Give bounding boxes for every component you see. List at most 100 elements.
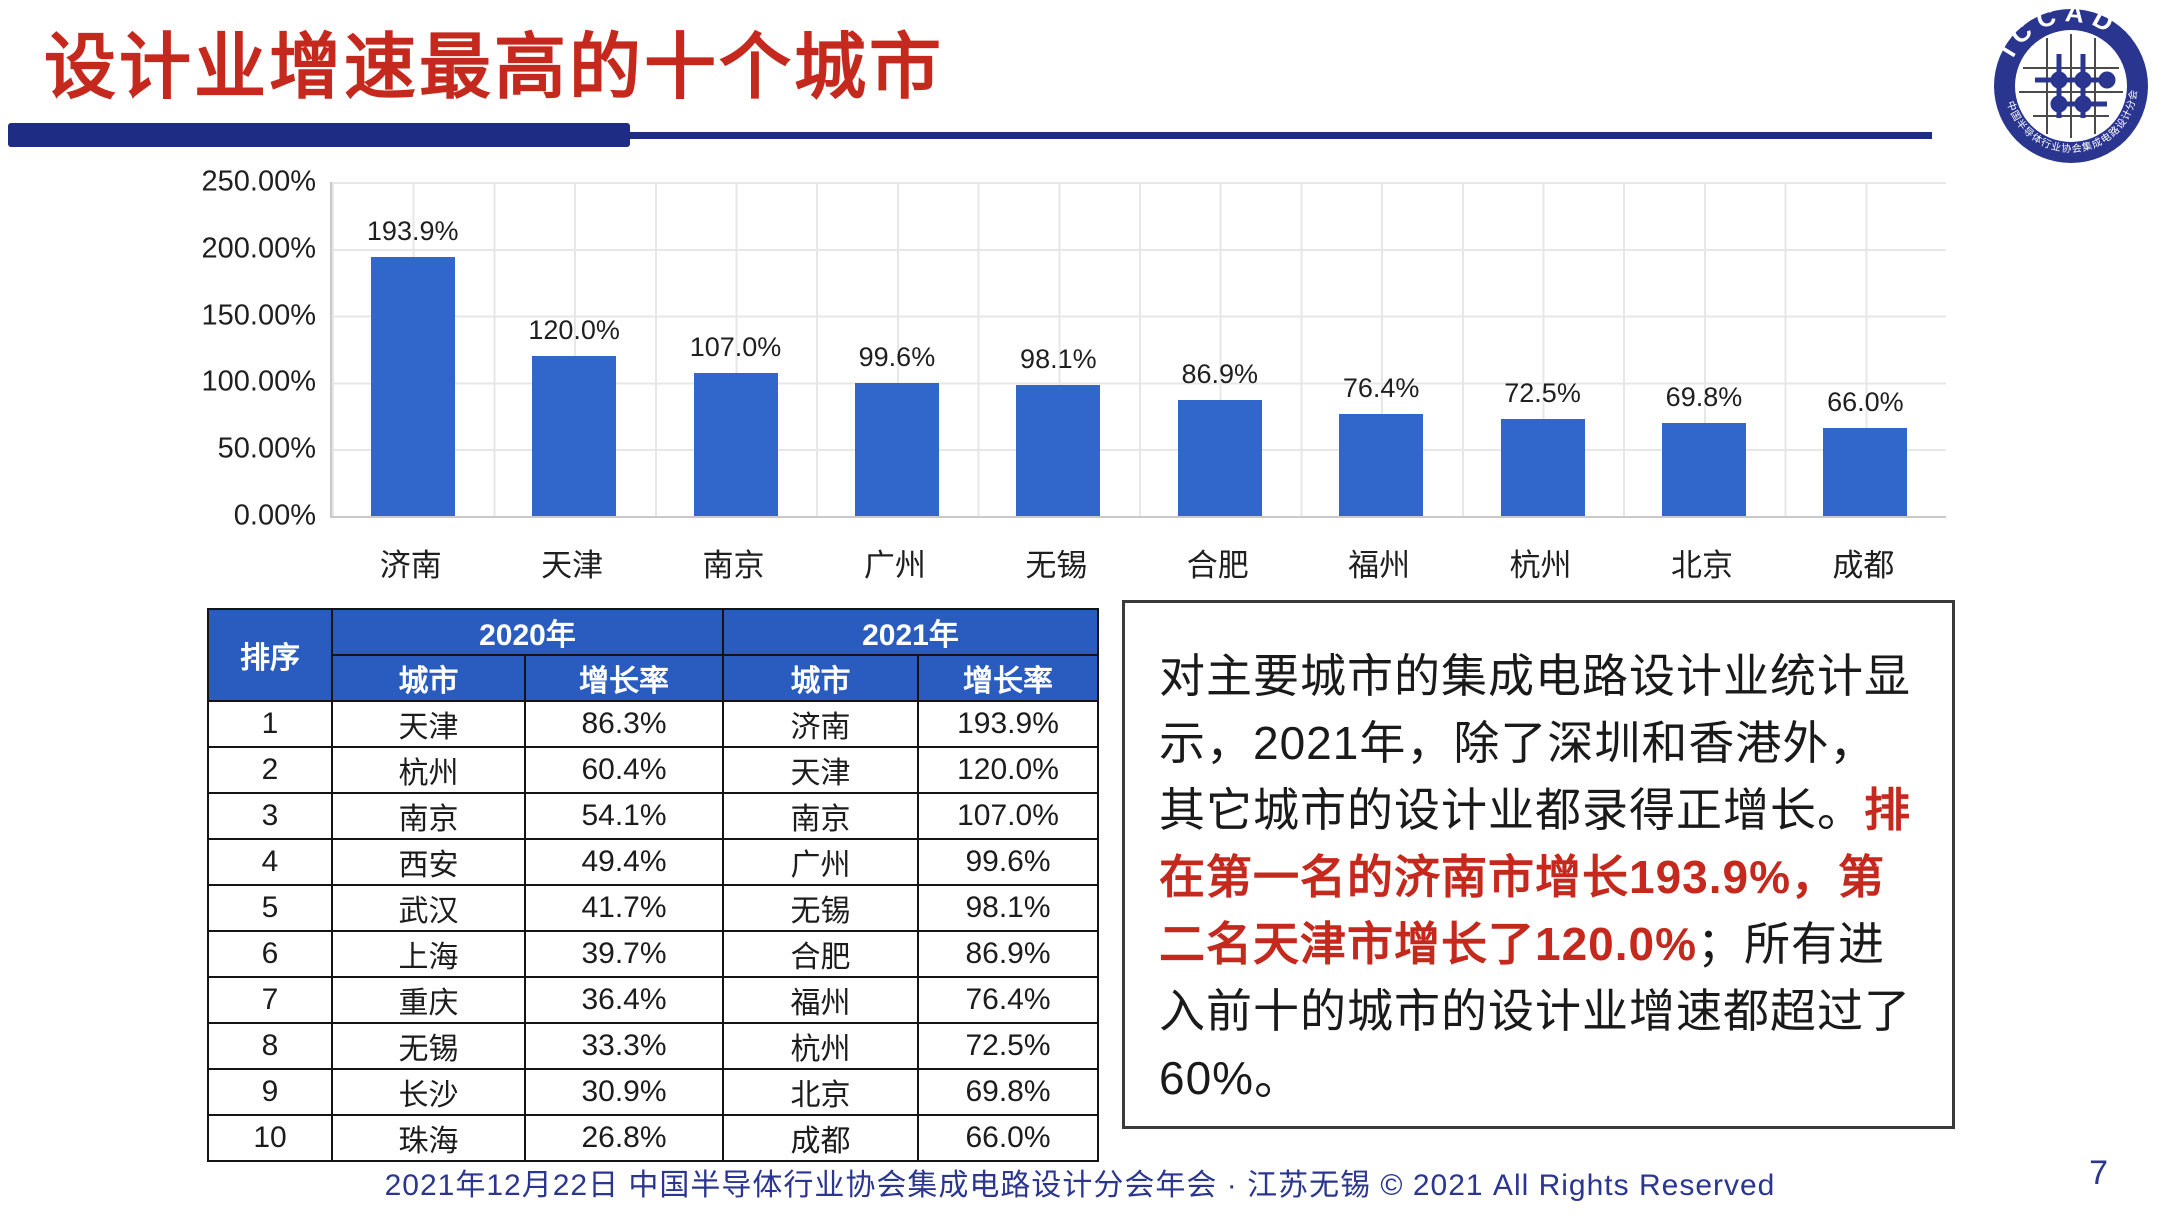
rank-cell: 3 — [207, 792, 333, 840]
city-2020-cell: 西安 — [331, 838, 526, 886]
bar-济南 — [370, 256, 455, 516]
growth-bar-chart: 193.9% 120.0% 107.0% 99.6% 98.1% 86.9% 76.4% 72… — [330, 182, 1946, 518]
rate-2021-cell: 193.9% — [917, 700, 1099, 748]
rate-2020-cell: 60.4% — [524, 746, 724, 794]
y-axis-tick: 150.00% — [201, 299, 317, 332]
city-2020-cell: 无锡 — [331, 1022, 526, 1070]
bar-column: 193.9% — [332, 182, 493, 516]
bar-column: 66.0% — [1785, 182, 1946, 516]
rate-2020-cell: 36.4% — [524, 976, 724, 1024]
rank-cell: 5 — [207, 884, 333, 932]
table-header-rank: 排序 — [207, 608, 333, 702]
x-axis-label: 广州 — [863, 548, 926, 583]
summary-body-text: ；所有进入前十的城市的设计业增速都超过了60%。 — [1159, 918, 1911, 1104]
rate-2021-cell: 72.5% — [917, 1022, 1099, 1070]
table-row: 4 西安 49.4% 广州 99.6% — [207, 838, 1099, 886]
bar-福州 — [1339, 413, 1424, 516]
title-underline-rule — [626, 132, 1932, 139]
bar-天津 — [532, 355, 617, 516]
bar-value-label: 72.5% — [1504, 378, 1581, 409]
chart-y-axis: 0.00% 50.00% 100.00% 150.00% 200.00% 250.00% — [120, 166, 317, 532]
x-axis-label: 福州 — [1348, 548, 1411, 583]
summary-textbox: 对主要城市的集成电路设计业统计显示，2021年，除了深圳和香港外，其它城市的设计… — [1122, 600, 1955, 1129]
city-2021-cell: 成都 — [722, 1114, 919, 1162]
rate-2021-cell: 107.0% — [917, 792, 1099, 840]
rate-2020-cell: 26.8% — [524, 1114, 724, 1162]
bar-value-label: 86.9% — [1181, 358, 1259, 389]
ranking-table: 排序 2020年 2021年 城市 增长率 城市 增长率 1 天津 86.3% 济南 1… — [207, 608, 1099, 1162]
rank-cell: 9 — [207, 1068, 333, 1116]
bar-value-label: 107.0% — [689, 332, 782, 363]
x-axis-label: 北京 — [1670, 548, 1733, 583]
bar-成都 — [1823, 427, 1908, 516]
page-title: 设计业增速最高的十个城市 — [44, 28, 945, 108]
table-header-city-2020: 城市 — [331, 654, 526, 702]
bar-column: 76.4% — [1300, 182, 1461, 516]
rate-2021-cell: 76.4% — [917, 976, 1099, 1024]
bar-南京 — [693, 373, 778, 516]
table-row: 7 重庆 36.4% 福州 76.4% — [207, 976, 1099, 1024]
table-header-city-2021: 城市 — [722, 654, 919, 702]
bar-value-label: 193.9% — [366, 215, 459, 246]
bar-value-label: 120.0% — [528, 314, 620, 345]
rate-2021-cell: 98.1% — [917, 884, 1099, 932]
bar-column: 86.9% — [1139, 182, 1300, 516]
x-axis-label: 杭州 — [1509, 548, 1572, 583]
rate-2020-cell: 30.9% — [524, 1068, 724, 1116]
table-header-2021: 2021年 — [722, 608, 1099, 656]
city-2021-cell: 广州 — [722, 838, 919, 886]
rate-2020-cell: 86.3% — [524, 700, 724, 748]
bar-column: 107.0% — [655, 182, 816, 516]
y-axis-tick: 50.00% — [217, 432, 316, 465]
x-axis-label: 合肥 — [1186, 548, 1249, 583]
x-axis-label: 无锡 — [1025, 548, 1088, 583]
city-2021-cell: 济南 — [722, 700, 919, 748]
rate-2020-cell: 41.7% — [524, 884, 724, 932]
rate-2020-cell: 54.1% — [524, 792, 724, 840]
rate-2020-cell: 33.3% — [524, 1022, 724, 1070]
table-row: 8 无锡 33.3% 杭州 72.5% — [207, 1022, 1099, 1070]
rank-cell: 2 — [207, 746, 333, 794]
table-header-2020: 2020年 — [331, 608, 724, 656]
bar-value-label: 66.0% — [1827, 386, 1904, 417]
y-axis-tick: 100.00% — [201, 365, 317, 398]
bar-北京 — [1661, 422, 1746, 516]
table-row: 6 上海 39.7% 合肥 86.9% — [207, 930, 1099, 978]
table-header-rate-2021: 增长率 — [917, 654, 1099, 702]
city-2020-cell: 长沙 — [331, 1068, 526, 1116]
bar-column: 120.0% — [493, 182, 654, 516]
summary-highlight-text: 排在第一名的济南市增长193.9%，第二名天津市增长了120.0% — [1159, 784, 1911, 970]
rank-cell: 8 — [207, 1022, 333, 1070]
bar-value-label: 76.4% — [1342, 372, 1420, 403]
bar-value-label: 69.8% — [1665, 381, 1743, 412]
x-axis-label: 南京 — [702, 548, 765, 583]
table-row: 9 长沙 30.9% 北京 69.8% — [207, 1068, 1099, 1116]
rate-2020-cell: 39.7% — [524, 930, 724, 978]
city-2021-cell: 福州 — [722, 976, 919, 1024]
rate-2021-cell: 66.0% — [917, 1114, 1099, 1162]
bar-广州 — [854, 382, 939, 516]
city-2020-cell: 上海 — [331, 930, 526, 978]
rank-cell: 10 — [207, 1114, 333, 1162]
city-2020-cell: 天津 — [331, 700, 526, 748]
x-axis-label: 成都 — [1832, 548, 1895, 583]
page-number: 7 — [2089, 1154, 2108, 1192]
city-2020-cell: 珠海 — [331, 1114, 526, 1162]
rank-cell: 7 — [207, 976, 333, 1024]
bar-无锡 — [1016, 384, 1101, 516]
rate-2021-cell: 69.8% — [917, 1068, 1099, 1116]
rank-cell: 6 — [207, 930, 333, 978]
city-2021-cell: 杭州 — [722, 1022, 919, 1070]
rate-2021-cell: 120.0% — [917, 746, 1099, 794]
y-axis-tick: 0.00% — [233, 499, 316, 532]
y-axis-tick: 250.00% — [201, 165, 317, 198]
summary-body-text: 对主要城市的集成电路设计业统计显示，2021年，除了深圳和香港外，其它城市的设计… — [1159, 650, 1911, 836]
table-header-rate-2020: 增长率 — [524, 654, 724, 702]
city-2020-cell: 南京 — [331, 792, 526, 840]
rate-2021-cell: 99.6% — [917, 838, 1099, 886]
x-axis-label: 天津 — [541, 548, 604, 583]
city-2021-cell: 无锡 — [722, 884, 919, 932]
city-2020-cell: 杭州 — [331, 746, 526, 794]
bar-value-label: 98.1% — [1020, 343, 1097, 374]
